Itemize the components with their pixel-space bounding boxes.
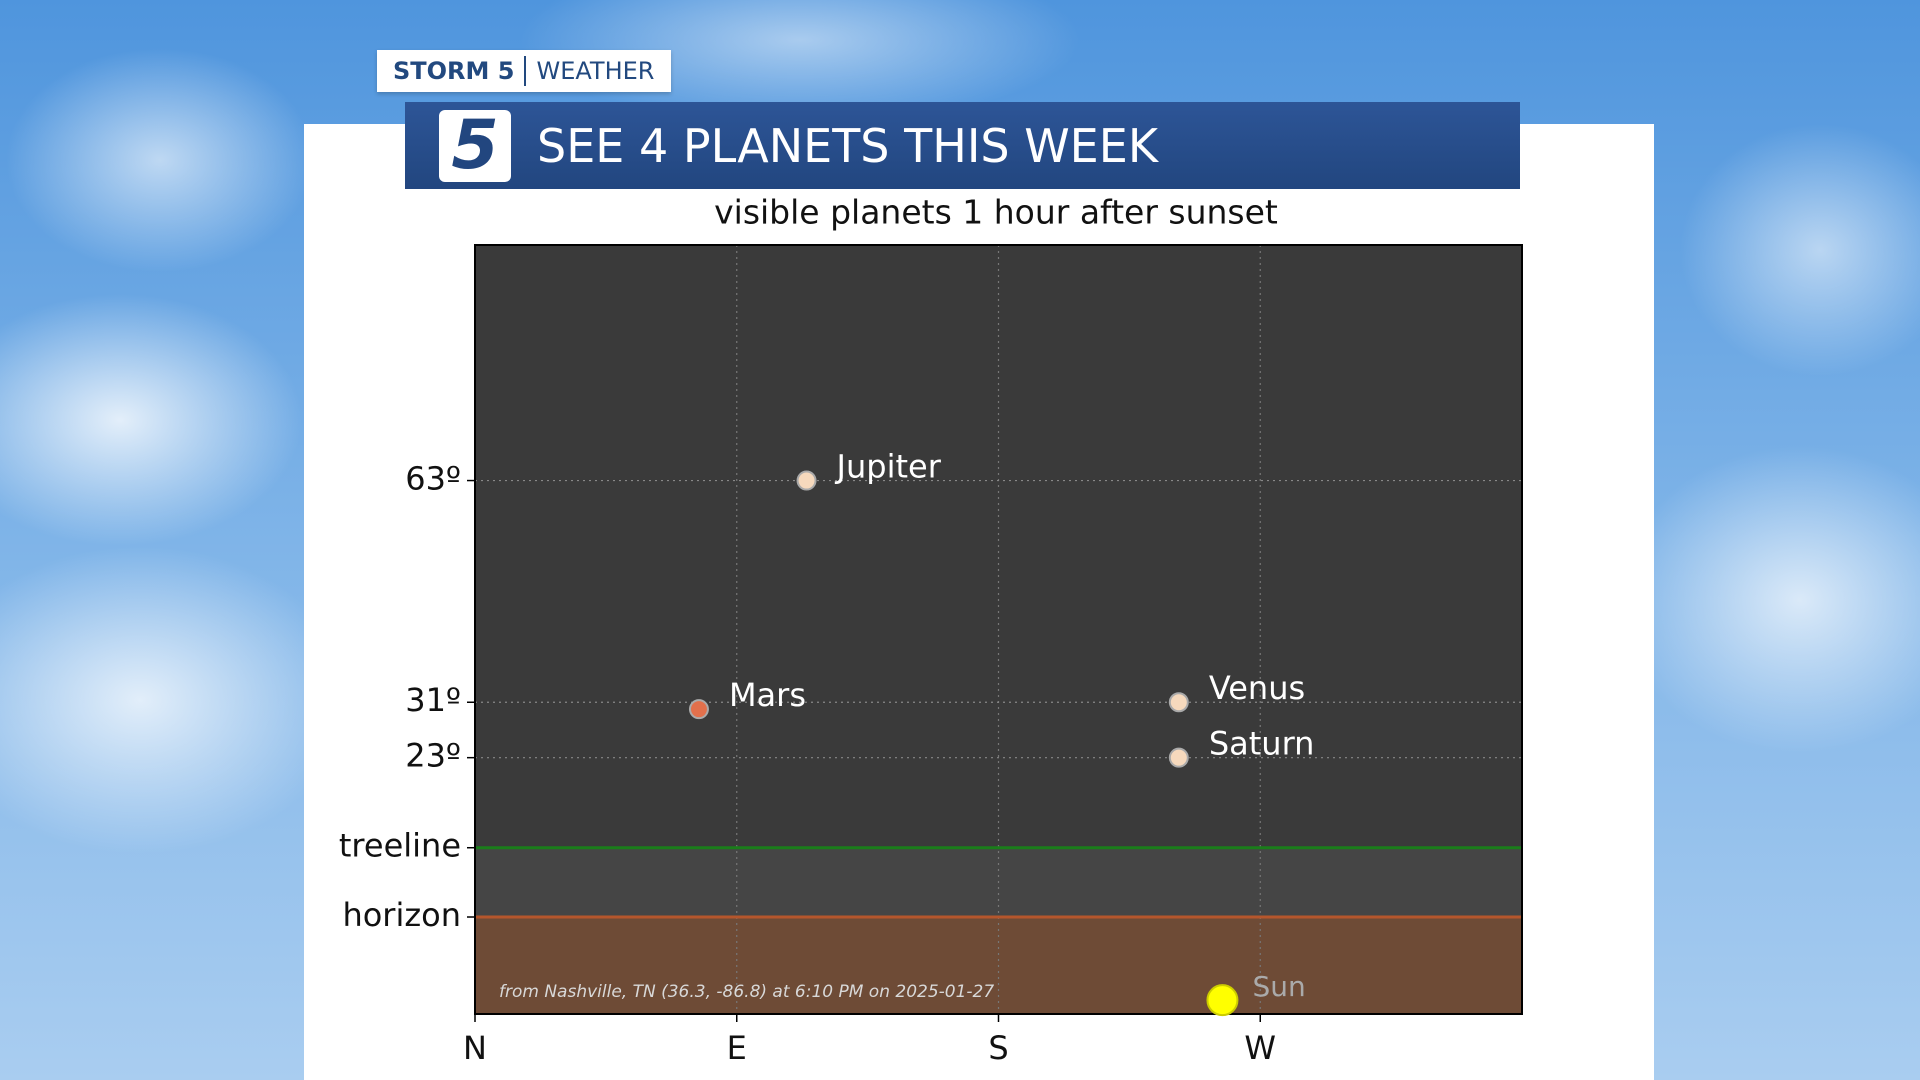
headline-bar: 5 SEE 4 PLANETS THIS WEEK [405,102,1520,189]
brand-tab: STORM 5 WEATHER [377,50,671,92]
point [688,699,709,720]
section: WEATHER [536,57,655,85]
x-tick-label: E [727,1029,747,1067]
annotation: from Nashville, TN (36.3, -86.8) at 6:10… [499,982,994,1002]
x-tick-label: N [463,1029,487,1067]
y-tick-label: 63º [405,460,461,498]
point [1206,984,1239,1017]
point-label: Saturn [1209,725,1315,763]
point [796,470,817,491]
y-tick-label: 31º [405,681,461,719]
point-label: Sun [1252,970,1305,1003]
chart-title: visible planets 1 hour after sunset [714,193,1278,232]
brand: STORM 5 [377,56,527,86]
x-tick-label: W [1244,1029,1276,1067]
y-tick-label: 23º [405,737,461,775]
point-label: Jupiter [835,448,942,486]
point [1168,747,1189,768]
point-label: Venus [1209,669,1305,707]
logo: 5 [439,106,511,185]
y-tick-label: horizon [342,896,461,934]
plot-frame [474,244,1523,1015]
y-tick-label: treeline [339,827,461,865]
x-tick-label: S [988,1029,1008,1067]
headline: SEE 4 PLANETS THIS WEEK [537,118,1158,173]
point [1168,692,1189,713]
point-label: Mars [729,676,806,714]
